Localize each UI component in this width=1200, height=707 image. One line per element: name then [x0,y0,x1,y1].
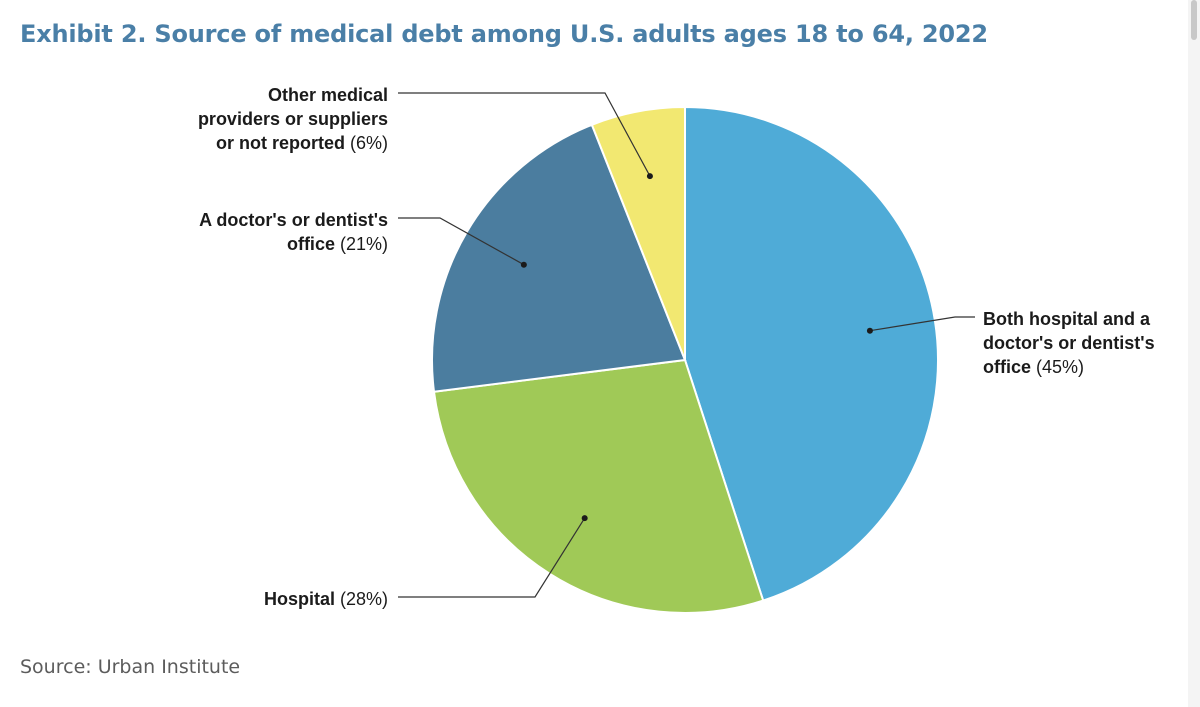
leader-line [869,316,975,332]
slice-label: Hospital (28%) [264,587,388,611]
slice-label-percent: (28%) [339,589,388,609]
pie-slice [431,123,687,393]
leader-line [398,92,651,177]
slice-label-line: doctor's or dentist's [983,331,1155,355]
leader-dot [520,261,527,268]
scrollbar-thumb[interactable] [1191,0,1197,40]
slice-label-line: Hospital (28%) [264,587,388,611]
slice-label-line: office (45%) [983,355,1155,379]
slice-label-name: Hospital [263,589,335,609]
slice-label-name: Both hospital and a [983,309,1151,329]
slice-label-name: or not reported [215,133,345,153]
slice-label-percent: (6%) [349,133,388,153]
scrollbar[interactable] [1188,0,1200,707]
leader-dot [581,515,588,522]
slice-label-percent: (45%) [1036,357,1085,377]
slice-label-percent: (21%) [339,234,388,254]
slice-label-name: A doctor's or dentist's [199,210,388,230]
slice-label-name: providers or suppliers [197,109,388,129]
source-note: Source: Urban Institute [20,656,241,678]
leader-line [398,517,586,598]
slice-label-name: doctor's or dentist's [983,333,1155,353]
slice-label: Other medical providers or suppliers or no… [198,83,388,155]
slice-label-line: or not reported (6%) [198,131,388,155]
slice-label-line: providers or suppliers [198,107,388,131]
slice-label-line: Both hospital and a [983,307,1155,331]
slice-label: Both hospital and a doctor's or dentist's… [983,307,1155,379]
leader-dot [646,173,653,180]
leader-line [398,217,525,266]
leader-dot [866,327,873,334]
slice-label-line: office (21%) [199,232,388,256]
slice-label: A doctor's or dentist's office (21%) [199,208,388,256]
slice-label-line: A doctor's or dentist's [199,208,388,232]
slice-label-name: office [983,357,1032,377]
pie-slice [590,105,686,361]
slice-label-name: Other medical [267,85,388,105]
chart-title: Exhibit 2. Source of medical debt among … [20,20,988,48]
slice-label-name: office [286,234,335,254]
slice-label-line: Other medical [198,83,388,107]
